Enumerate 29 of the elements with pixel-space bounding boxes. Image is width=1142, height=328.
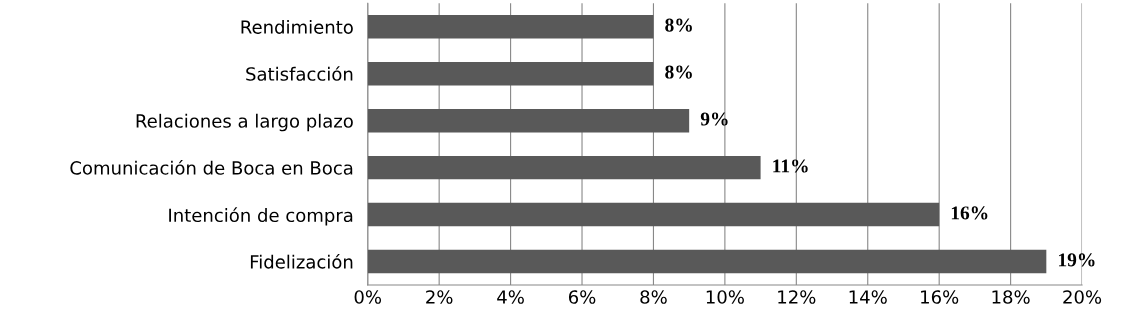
bar: [367, 108, 690, 133]
y-tick-label: Rendimiento: [241, 19, 353, 34]
x-tick-label: 0%: [354, 290, 382, 304]
data-label: 8%: [665, 65, 692, 79]
bar: [367, 249, 1047, 274]
x-tick-label: 16%: [921, 290, 959, 304]
data-label: 8%: [665, 18, 692, 32]
y-tick-label: Relaciones a largo plazo: [136, 113, 353, 132]
x-tick-label: 14%: [849, 290, 887, 304]
data-label: 16%: [951, 206, 988, 220]
bar: [367, 61, 654, 86]
x-tick-label: 8%: [640, 290, 667, 304]
x-tick-label: 20%: [1063, 290, 1102, 304]
y-tick-label: Satisfacción: [246, 66, 353, 81]
data-label: 19%: [1059, 253, 1095, 267]
bar: [367, 202, 940, 227]
x-tick-label: 2%: [426, 290, 453, 304]
x-tick-label: 12%: [778, 290, 816, 304]
y-tick-label: Intención de compra: [169, 207, 353, 226]
data-label: 9%: [700, 112, 728, 126]
x-tick-label: 6%: [568, 290, 596, 304]
bar: [367, 15, 654, 39]
bar: [367, 155, 761, 180]
x-tick-label: 10%: [706, 290, 744, 304]
x-tick-label: 18%: [992, 290, 1030, 304]
y-tick-label: Comunicación de Boca en Boca: [70, 160, 353, 175]
data-label: 11%: [773, 159, 808, 173]
x-tick-label: 4%: [497, 290, 524, 304]
y-tick-label: Fidelización: [250, 253, 353, 269]
